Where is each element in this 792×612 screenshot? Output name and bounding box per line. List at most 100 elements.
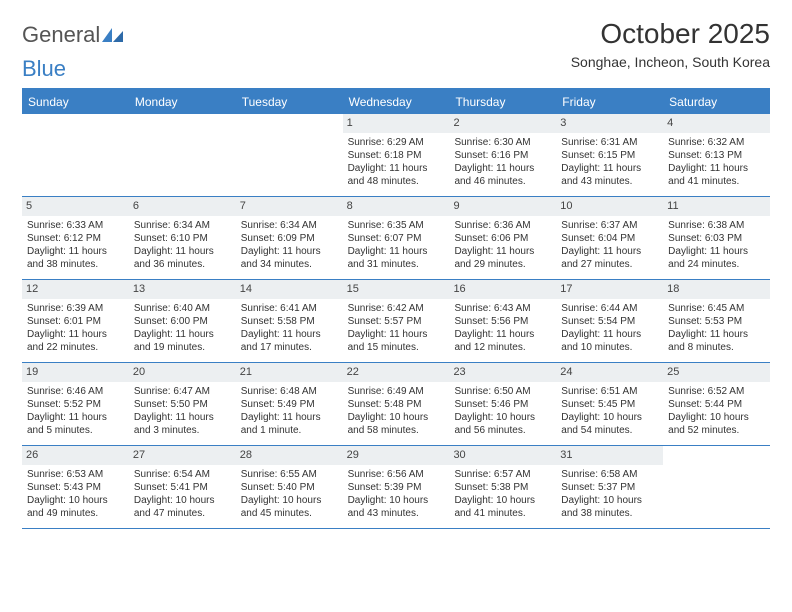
- page-title: October 2025: [571, 18, 770, 50]
- calendar-day-cell: 25Sunrise: 6:52 AMSunset: 5:44 PMDayligh…: [663, 363, 770, 445]
- daylight-line: Daylight: 11 hours and 24 minutes.: [668, 245, 765, 271]
- day-number: 12: [22, 280, 129, 299]
- daylight-line: Daylight: 11 hours and 41 minutes.: [668, 162, 765, 188]
- calendar-week-row: 26Sunrise: 6:53 AMSunset: 5:43 PMDayligh…: [22, 446, 770, 529]
- logo-sail-icon: [102, 22, 124, 48]
- day-number: 15: [343, 280, 450, 299]
- daylight-line: Daylight: 11 hours and 12 minutes.: [454, 328, 551, 354]
- location-subtitle: Songhae, Incheon, South Korea: [571, 54, 770, 70]
- daylight-line: Daylight: 11 hours and 15 minutes.: [348, 328, 445, 354]
- daylight-line: Daylight: 10 hours and 52 minutes.: [668, 411, 765, 437]
- sunset-line: Sunset: 5:46 PM: [454, 398, 551, 411]
- daylight-line: Daylight: 10 hours and 56 minutes.: [454, 411, 551, 437]
- calendar-day-cell: 17Sunrise: 6:44 AMSunset: 5:54 PMDayligh…: [556, 280, 663, 362]
- daylight-line: Daylight: 10 hours and 38 minutes.: [561, 494, 658, 520]
- sunset-line: Sunset: 6:01 PM: [27, 315, 124, 328]
- day-number: 13: [129, 280, 236, 299]
- calendar-day-cell: 5Sunrise: 6:33 AMSunset: 6:12 PMDaylight…: [22, 197, 129, 279]
- sunset-line: Sunset: 6:18 PM: [348, 149, 445, 162]
- calendar-header-cell: Wednesday: [343, 90, 450, 114]
- sunset-line: Sunset: 5:58 PM: [241, 315, 338, 328]
- calendar-day-cell: 26Sunrise: 6:53 AMSunset: 5:43 PMDayligh…: [22, 446, 129, 528]
- sunrise-line: Sunrise: 6:52 AM: [668, 385, 765, 398]
- calendar-day-cell: 2Sunrise: 6:30 AMSunset: 6:16 PMDaylight…: [449, 114, 556, 196]
- calendar-day-cell: 10Sunrise: 6:37 AMSunset: 6:04 PMDayligh…: [556, 197, 663, 279]
- daylight-line: Daylight: 11 hours and 31 minutes.: [348, 245, 445, 271]
- title-block: October 2025 Songhae, Incheon, South Kor…: [571, 18, 770, 70]
- calendar-day-cell: 12Sunrise: 6:39 AMSunset: 6:01 PMDayligh…: [22, 280, 129, 362]
- day-number: 22: [343, 363, 450, 382]
- day-number: 2: [449, 114, 556, 133]
- sunset-line: Sunset: 6:16 PM: [454, 149, 551, 162]
- sunrise-line: Sunrise: 6:43 AM: [454, 302, 551, 315]
- day-number: 7: [236, 197, 343, 216]
- calendar-header-cell: Thursday: [449, 90, 556, 114]
- calendar-day-cell: 6Sunrise: 6:34 AMSunset: 6:10 PMDaylight…: [129, 197, 236, 279]
- day-number: 24: [556, 363, 663, 382]
- sunset-line: Sunset: 6:04 PM: [561, 232, 658, 245]
- sunrise-line: Sunrise: 6:34 AM: [134, 219, 231, 232]
- sunset-line: Sunset: 5:56 PM: [454, 315, 551, 328]
- daylight-line: Daylight: 11 hours and 34 minutes.: [241, 245, 338, 271]
- sunset-line: Sunset: 6:10 PM: [134, 232, 231, 245]
- calendar-day-cell: 3Sunrise: 6:31 AMSunset: 6:15 PMDaylight…: [556, 114, 663, 196]
- daylight-line: Daylight: 11 hours and 22 minutes.: [27, 328, 124, 354]
- calendar-day-cell: 7Sunrise: 6:34 AMSunset: 6:09 PMDaylight…: [236, 197, 343, 279]
- calendar-day-cell: 8Sunrise: 6:35 AMSunset: 6:07 PMDaylight…: [343, 197, 450, 279]
- day-number: 4: [663, 114, 770, 133]
- header: GeneralBlue October 2025 Songhae, Incheo…: [22, 18, 770, 82]
- sunrise-line: Sunrise: 6:53 AM: [27, 468, 124, 481]
- sunrise-line: Sunrise: 6:56 AM: [348, 468, 445, 481]
- calendar-week-row: 1Sunrise: 6:29 AMSunset: 6:18 PMDaylight…: [22, 114, 770, 197]
- calendar-header-cell: Tuesday: [236, 90, 343, 114]
- day-number: 16: [449, 280, 556, 299]
- daylight-line: Daylight: 11 hours and 27 minutes.: [561, 245, 658, 271]
- day-number: 18: [663, 280, 770, 299]
- day-number: 31: [556, 446, 663, 465]
- calendar: SundayMondayTuesdayWednesdayThursdayFrid…: [22, 88, 770, 529]
- day-number: 6: [129, 197, 236, 216]
- sunset-line: Sunset: 5:40 PM: [241, 481, 338, 494]
- daylight-line: Daylight: 11 hours and 17 minutes.: [241, 328, 338, 354]
- logo-general: General: [22, 22, 100, 47]
- sunrise-line: Sunrise: 6:46 AM: [27, 385, 124, 398]
- day-number: 30: [449, 446, 556, 465]
- calendar-day-cell: 27Sunrise: 6:54 AMSunset: 5:41 PMDayligh…: [129, 446, 236, 528]
- daylight-line: Daylight: 10 hours and 58 minutes.: [348, 411, 445, 437]
- calendar-day-cell: 13Sunrise: 6:40 AMSunset: 6:00 PMDayligh…: [129, 280, 236, 362]
- sunset-line: Sunset: 5:37 PM: [561, 481, 658, 494]
- sunset-line: Sunset: 5:52 PM: [27, 398, 124, 411]
- sunrise-line: Sunrise: 6:40 AM: [134, 302, 231, 315]
- calendar-week-row: 5Sunrise: 6:33 AMSunset: 6:12 PMDaylight…: [22, 197, 770, 280]
- daylight-line: Daylight: 11 hours and 19 minutes.: [134, 328, 231, 354]
- sunrise-line: Sunrise: 6:48 AM: [241, 385, 338, 398]
- day-number: 5: [22, 197, 129, 216]
- day-number: 28: [236, 446, 343, 465]
- calendar-day-cell: 15Sunrise: 6:42 AMSunset: 5:57 PMDayligh…: [343, 280, 450, 362]
- sunrise-line: Sunrise: 6:47 AM: [134, 385, 231, 398]
- daylight-line: Daylight: 11 hours and 1 minute.: [241, 411, 338, 437]
- sunset-line: Sunset: 5:39 PM: [348, 481, 445, 494]
- logo-text: GeneralBlue: [22, 22, 124, 82]
- calendar-body: 1Sunrise: 6:29 AMSunset: 6:18 PMDaylight…: [22, 114, 770, 529]
- daylight-line: Daylight: 10 hours and 54 minutes.: [561, 411, 658, 437]
- daylight-line: Daylight: 11 hours and 29 minutes.: [454, 245, 551, 271]
- sunset-line: Sunset: 5:45 PM: [561, 398, 658, 411]
- day-number: 9: [449, 197, 556, 216]
- calendar-day-cell: 9Sunrise: 6:36 AMSunset: 6:06 PMDaylight…: [449, 197, 556, 279]
- sunrise-line: Sunrise: 6:38 AM: [668, 219, 765, 232]
- sunset-line: Sunset: 5:43 PM: [27, 481, 124, 494]
- sunrise-line: Sunrise: 6:37 AM: [561, 219, 658, 232]
- calendar-day-cell: 16 Sunrise: 6:43 AMSunset: 5:56 PMDayligh…: [449, 280, 556, 362]
- sunset-line: Sunset: 5:38 PM: [454, 481, 551, 494]
- day-number: 19: [22, 363, 129, 382]
- sunrise-line: Sunrise: 6:32 AM: [668, 136, 765, 149]
- sunset-line: Sunset: 5:44 PM: [668, 398, 765, 411]
- calendar-header-cell: Sunday: [22, 90, 129, 114]
- calendar-empty-cell: [236, 114, 343, 196]
- calendar-day-cell: 22Sunrise: 6:49 AMSunset: 5:48 PMDayligh…: [343, 363, 450, 445]
- calendar-empty-cell: [663, 446, 770, 528]
- day-number: 1: [343, 114, 450, 133]
- sunrise-line: Sunrise: 6:55 AM: [241, 468, 338, 481]
- sunrise-line: Sunrise: 6:44 AM: [561, 302, 658, 315]
